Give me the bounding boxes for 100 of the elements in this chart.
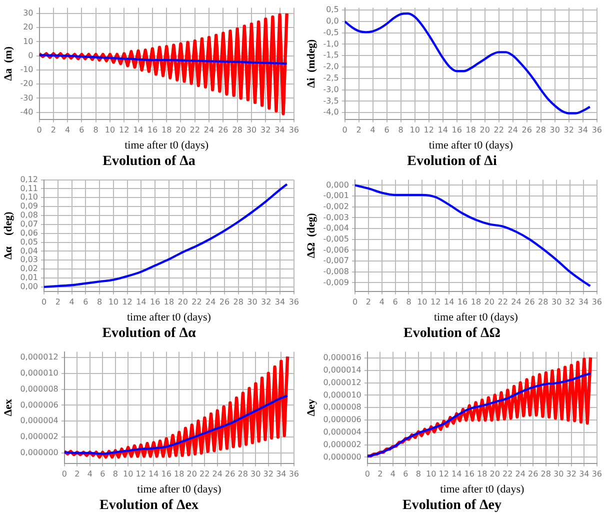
x-tick-label: 4 xyxy=(390,469,396,478)
x-tick-label: 18 xyxy=(466,125,476,134)
x-tick-label: 10 xyxy=(108,297,119,306)
x-tick-label: 18 xyxy=(470,297,482,306)
x-tick-label: 28 xyxy=(536,125,546,134)
x-tick-label: 36 xyxy=(288,297,300,306)
y-tick-label: 0,000 xyxy=(326,180,349,190)
y-tick-label: -0,006 xyxy=(323,245,349,254)
x-tick-label: 20 xyxy=(178,297,188,306)
y-tick-label: 0,000012 xyxy=(323,378,362,387)
x-tick-label: 36 xyxy=(592,297,602,306)
y-tick-label: 0,000000 xyxy=(20,448,58,458)
y-axis-title: Δa (m) xyxy=(2,46,14,81)
x-tick-label: 2 xyxy=(55,297,60,306)
x-tick-label: 28 xyxy=(238,469,248,478)
x-tick-label: 6 xyxy=(100,469,106,478)
x-tick-label: 10 xyxy=(123,469,134,478)
y-tick-label: -40 xyxy=(20,107,34,116)
x-tick-label: 10 xyxy=(410,125,420,134)
x-tick-label: 12 xyxy=(119,125,130,134)
x-tick-label: 30 xyxy=(250,469,261,478)
x-tick-label: 24 xyxy=(515,469,526,478)
x-tick-label: 34 xyxy=(274,297,286,306)
y-tick-label: 0 xyxy=(28,50,34,60)
x-tick-label: 14 xyxy=(444,297,454,306)
text: Evolution of Δα xyxy=(102,326,196,342)
x-tick-label: 8 xyxy=(93,125,98,134)
y-tick-label: -1,0 xyxy=(323,39,339,48)
x-tick-label: 14 xyxy=(136,297,146,306)
y-tick-label: 0,06 xyxy=(20,228,38,238)
y-tick-label: 0,08 xyxy=(20,210,38,220)
x-axis-title: time after t0 (days) xyxy=(137,483,222,496)
y-tick-label: 0,000004 xyxy=(323,427,362,436)
y-tick-label: 0,07 xyxy=(20,220,38,229)
y-tick-label: -0,007 xyxy=(323,256,349,266)
x-tick-label: 28 xyxy=(540,469,551,478)
x-tick-label: 24 xyxy=(204,125,214,134)
y-tick-label: 0,04 xyxy=(20,246,38,256)
x-tick-label: 2 xyxy=(356,125,362,134)
y-axis-title: Δex xyxy=(2,398,14,416)
x-tick-label: 14 xyxy=(133,125,144,134)
x-tick-label: 6 xyxy=(79,125,84,134)
x-tick-label: 22 xyxy=(190,125,200,134)
y-tick-label: 0,09 xyxy=(20,202,38,211)
x-tick-label: 36 xyxy=(288,469,300,478)
x-tick-label: 22 xyxy=(494,125,504,134)
y-tick-label: 0,0 xyxy=(326,16,339,26)
x-tick-label: 36 xyxy=(288,125,300,134)
x-tick-label: 6 xyxy=(403,469,408,478)
x-tick-label: 28 xyxy=(233,297,244,306)
x-tick-label: 16 xyxy=(161,469,172,478)
y-tick-label: 10 xyxy=(23,36,34,46)
text: Evolution of Δa xyxy=(102,154,196,170)
x-axis-title: time after t0 (days) xyxy=(440,483,524,496)
x-axis-title: time after t0 (days) xyxy=(124,139,209,152)
x-tick-label: 16 xyxy=(452,125,462,134)
x-tick-label: 26 xyxy=(524,297,535,306)
y-tick-label: -0,002 xyxy=(323,202,349,211)
y-tick-label: -30 xyxy=(20,93,34,102)
text: Evolution of Δex xyxy=(99,498,199,514)
x-tick-label: 34 xyxy=(274,125,285,134)
y-tick-label: 0,000006 xyxy=(20,400,58,410)
x-tick-label: 18 xyxy=(174,469,184,478)
x-tick-label: 24 xyxy=(212,469,222,478)
x-tick-label: 24 xyxy=(206,297,216,306)
y-tick-label: 0,000008 xyxy=(323,402,362,412)
x-tick-label: 26 xyxy=(522,125,532,134)
x-tick-label: 12 xyxy=(438,469,449,478)
y-tick-label: -0,003 xyxy=(323,212,349,222)
y-axis-title: ΔΩ (deg) xyxy=(305,212,318,258)
x-tick-label: 34 xyxy=(276,469,286,478)
x-tick-label: 0 xyxy=(62,469,67,478)
x-tick-label: 14 xyxy=(148,469,159,478)
x-tick-label: 34 xyxy=(578,125,588,134)
y-tick-label: 0,000006 xyxy=(323,415,362,424)
y-tick-label: -0,005 xyxy=(323,234,349,244)
line-series xyxy=(367,372,592,458)
x-tick-label: 28 xyxy=(232,125,242,134)
y-tick-label: -0,008 xyxy=(323,266,349,276)
y-tick-label: -3,5 xyxy=(323,96,339,106)
x-tick-label: 14 xyxy=(452,469,462,478)
x-axis-title: time after t0 (days) xyxy=(428,139,514,152)
x-axis-title: time after t0 (days) xyxy=(434,311,518,324)
y-tick-label: 0,01 xyxy=(20,273,38,282)
x-tick-label: 4 xyxy=(370,125,376,134)
x-tick-label: 4 xyxy=(69,297,74,306)
y-axis-title: Δi (mdeg) xyxy=(305,39,318,88)
x-tick-label: 20 xyxy=(186,469,197,478)
x-tick-label: 8 xyxy=(112,469,118,478)
x-tick-label: 16 xyxy=(147,125,158,134)
x-tick-label: 4 xyxy=(65,125,70,134)
y-tick-label: 0,11 xyxy=(20,184,38,193)
y-tick-label: 0,000000 xyxy=(323,452,362,462)
y-tick-label: -0,004 xyxy=(323,224,349,233)
x-tick-label: 20 xyxy=(490,469,500,478)
x-tick-label: 18 xyxy=(164,297,174,306)
y-tick-label: 0,000004 xyxy=(20,416,58,426)
x-tick-label: 30 xyxy=(551,297,562,306)
y-tick-label: 0,03 xyxy=(20,255,38,264)
x-tick-label: 24 xyxy=(508,125,518,134)
